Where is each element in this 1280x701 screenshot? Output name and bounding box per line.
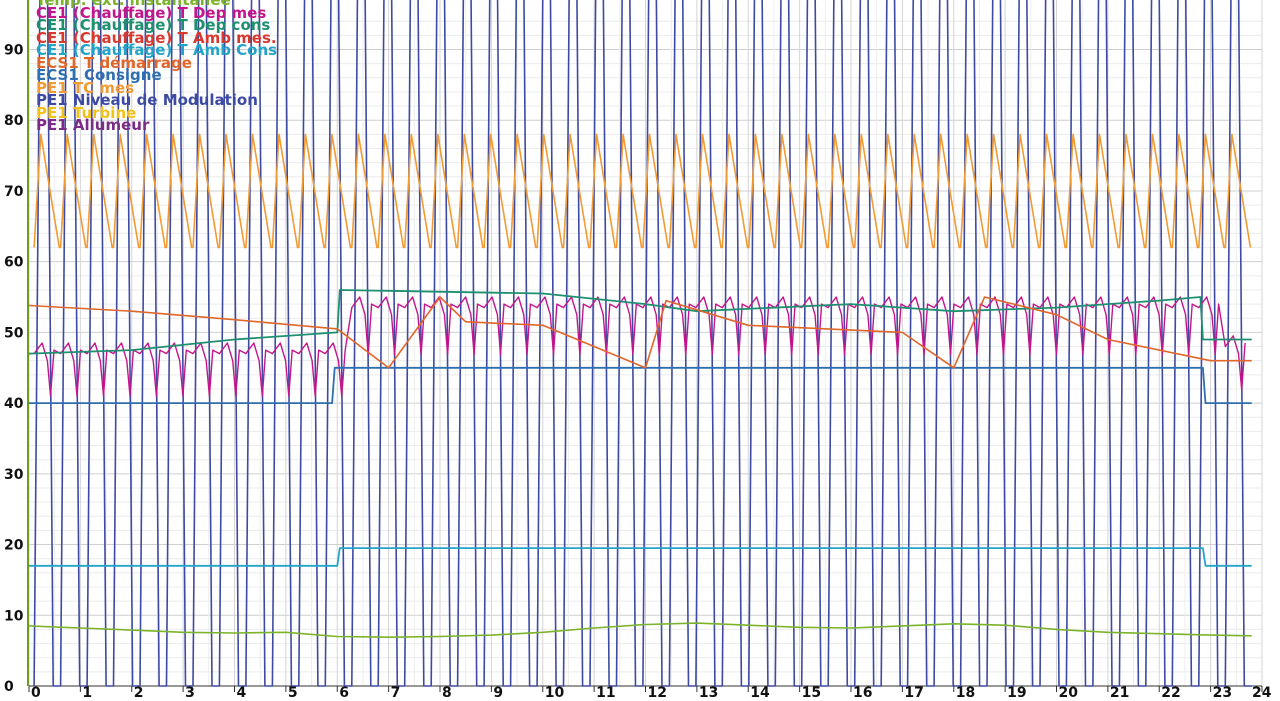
legend-entry: ECS1 T démarrage bbox=[36, 53, 192, 72]
series-line-ecs-cons bbox=[29, 366, 1252, 404]
x-tick-label: 18 bbox=[956, 685, 975, 701]
x-tick-label: 15 bbox=[802, 685, 821, 701]
legend-entry: PE1 Niveau de Modulation bbox=[36, 91, 258, 109]
series-line-ecs-dem bbox=[28, 296, 1252, 369]
legend-entry: PE1 Allumeur bbox=[36, 116, 150, 134]
legend-entry: PE1 Turbine bbox=[36, 103, 137, 122]
y-tick-label: 80 bbox=[4, 113, 24, 129]
x-tick-label: 5 bbox=[288, 685, 298, 701]
x-tick-label: 10 bbox=[545, 685, 565, 701]
y-tick-label: 20 bbox=[4, 538, 24, 554]
series-line-modulation bbox=[33, 0, 1252, 687]
y-tick-label: 30 bbox=[4, 467, 24, 483]
x-tick-label: 21 bbox=[1110, 685, 1129, 701]
series-line-tc-mes bbox=[33, 133, 1252, 249]
series-line-dep-mes bbox=[33, 296, 1246, 397]
legend-entry: CE1 (Chauffage) T Amb Cons bbox=[36, 41, 278, 59]
x-tick-label: 13 bbox=[699, 685, 718, 701]
x-tick-label: 23 bbox=[1213, 685, 1232, 701]
y-tick-label: 90 bbox=[4, 43, 24, 59]
x-tick-label: 1 bbox=[82, 685, 92, 701]
y-tick-label: 0 bbox=[4, 679, 14, 695]
x-tick-label: 19 bbox=[1007, 685, 1026, 701]
legend: Temp. ext. instantanée CE1 (Chauffage) T … bbox=[36, 0, 277, 132]
x-tick-label: 22 bbox=[1161, 685, 1180, 701]
legend-entry: CE1 (Chauffage) T Amb mes. bbox=[36, 28, 277, 47]
y-tick-label: 50 bbox=[4, 325, 24, 341]
x-tick-label: 9 bbox=[493, 685, 503, 701]
legend-entry: Temp. ext. instantanée bbox=[36, 0, 231, 9]
x-tick-label: 12 bbox=[648, 685, 667, 701]
series-lines bbox=[28, 0, 1252, 687]
y-tick-label: 10 bbox=[4, 608, 24, 624]
x-tick-label: 3 bbox=[185, 685, 195, 701]
legend-entry: CE1 (Chauffage) T Dep mes bbox=[36, 3, 267, 22]
x-tick-label: 0 bbox=[31, 685, 41, 701]
legend-entry: CE1 (Chauffage) T Dep cons bbox=[36, 16, 271, 34]
y-tick-label: 40 bbox=[4, 396, 24, 412]
x-tick-label: 16 bbox=[853, 685, 872, 701]
x-tick-label: 17 bbox=[904, 685, 923, 701]
x-tick-label: 6 bbox=[339, 685, 349, 701]
x-tick-label: 20 bbox=[1059, 685, 1079, 701]
x-tick-label: 11 bbox=[596, 685, 615, 701]
series-line-temp-ext bbox=[28, 622, 1252, 638]
x-tick-label: 4 bbox=[237, 685, 247, 701]
x-tick-label: 7 bbox=[391, 685, 401, 701]
x-tick-label: 24 bbox=[1252, 685, 1272, 701]
legend-entry: PE1 TC mes bbox=[36, 78, 135, 97]
x-tick-label: 8 bbox=[442, 685, 452, 701]
x-tick-label: 14 bbox=[750, 685, 770, 701]
legend-entry: ECS1 Consigne bbox=[36, 66, 162, 84]
series-line-dep-cons bbox=[28, 289, 1252, 355]
series-line-amb-cons bbox=[29, 547, 1252, 567]
x-tick-label: 2 bbox=[134, 685, 144, 701]
y-tick-label: 70 bbox=[4, 184, 24, 200]
y-tick-label: 60 bbox=[4, 255, 24, 271]
